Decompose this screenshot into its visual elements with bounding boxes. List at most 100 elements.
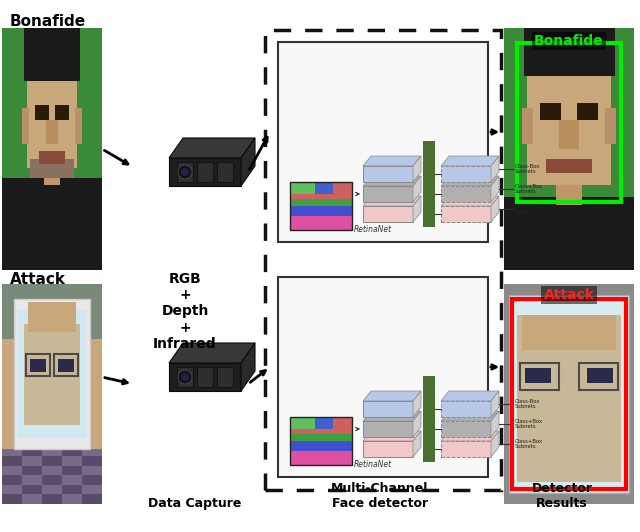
Bar — [42, 446, 62, 456]
Bar — [44, 156, 60, 185]
Bar — [75, 108, 82, 144]
Polygon shape — [491, 176, 499, 202]
Polygon shape — [413, 196, 421, 222]
Bar — [556, 180, 582, 205]
Bar — [82, 466, 102, 475]
Bar — [22, 108, 29, 144]
Polygon shape — [197, 367, 213, 387]
Bar — [265, 30, 501, 490]
Bar — [42, 475, 62, 485]
Bar — [441, 186, 491, 202]
Polygon shape — [217, 162, 233, 182]
Polygon shape — [363, 391, 421, 401]
Bar — [84, 339, 102, 449]
Bar — [62, 446, 82, 456]
Polygon shape — [177, 367, 193, 387]
Polygon shape — [441, 176, 499, 186]
Bar — [82, 427, 102, 437]
Polygon shape — [241, 343, 255, 391]
Bar — [58, 359, 74, 372]
Bar — [517, 315, 621, 482]
Bar — [605, 108, 616, 144]
Bar — [35, 105, 49, 120]
Bar — [22, 466, 42, 475]
Text: Attack: Attack — [10, 272, 66, 287]
Text: RetinaNet: RetinaNet — [353, 225, 392, 234]
Bar — [28, 302, 76, 332]
Bar — [82, 446, 102, 456]
Bar — [504, 284, 634, 504]
Polygon shape — [241, 138, 255, 186]
Text: Detector
Results: Detector Results — [531, 482, 593, 510]
Bar — [290, 417, 315, 429]
Bar — [24, 323, 80, 425]
Polygon shape — [491, 411, 499, 437]
Bar — [22, 456, 42, 466]
Polygon shape — [169, 343, 255, 363]
Polygon shape — [413, 411, 421, 437]
Bar — [522, 315, 616, 350]
Text: Class-Box
Subnets: Class-Box Subnets — [515, 398, 540, 410]
Bar — [441, 401, 491, 417]
Bar — [42, 494, 62, 504]
Text: Multi-Channel
Face detector: Multi-Channel Face detector — [332, 482, 429, 510]
Bar — [82, 456, 102, 466]
Bar — [423, 141, 435, 227]
Bar — [2, 446, 22, 456]
Bar — [46, 120, 58, 144]
Bar — [26, 354, 50, 377]
Bar — [441, 441, 491, 457]
Bar — [522, 108, 532, 144]
Polygon shape — [363, 196, 421, 206]
Bar — [290, 441, 352, 451]
Bar — [441, 421, 491, 437]
Bar — [290, 417, 352, 465]
Circle shape — [178, 370, 192, 384]
Bar — [2, 456, 22, 466]
Text: RGB
+
Depth
+
Infrared: RGB + Depth + Infrared — [153, 272, 217, 351]
Bar — [42, 427, 62, 437]
Polygon shape — [169, 363, 241, 391]
Bar — [527, 47, 611, 185]
Bar — [62, 456, 82, 466]
Text: Class+Box
Subnets: Class+Box Subnets — [515, 419, 543, 429]
Bar — [24, 28, 80, 81]
Bar — [42, 437, 62, 446]
Bar — [82, 475, 102, 485]
Bar — [62, 427, 82, 437]
Bar — [290, 434, 352, 441]
Bar — [42, 485, 62, 494]
Bar — [2, 178, 102, 270]
Polygon shape — [413, 431, 421, 457]
Text: Class-Box
Subnets: Class-Box Subnets — [515, 164, 540, 174]
Polygon shape — [491, 391, 499, 417]
Polygon shape — [363, 156, 421, 166]
Polygon shape — [413, 176, 421, 202]
Bar — [62, 485, 82, 494]
Bar — [290, 206, 352, 215]
Bar — [363, 401, 413, 417]
Bar — [22, 485, 42, 494]
Bar — [22, 494, 42, 504]
Bar — [559, 120, 579, 149]
Bar — [82, 437, 102, 446]
Polygon shape — [197, 162, 213, 182]
Bar — [504, 28, 634, 270]
Text: Attack: Attack — [543, 288, 595, 302]
Bar — [290, 182, 352, 230]
Text: Class+Box
Subnets: Class+Box Subnets — [515, 184, 543, 194]
Bar — [290, 417, 352, 434]
Bar — [441, 166, 491, 182]
Bar — [577, 103, 598, 120]
Bar — [82, 485, 102, 494]
Bar — [27, 47, 77, 168]
Bar — [441, 206, 491, 222]
Text: RetinaNet: RetinaNet — [353, 460, 392, 469]
Polygon shape — [441, 431, 499, 441]
Bar — [520, 363, 559, 389]
Text: Bonafide: Bonafide — [10, 14, 86, 29]
Polygon shape — [290, 182, 352, 230]
Polygon shape — [217, 367, 233, 387]
Bar — [363, 441, 413, 457]
Bar — [62, 475, 82, 485]
